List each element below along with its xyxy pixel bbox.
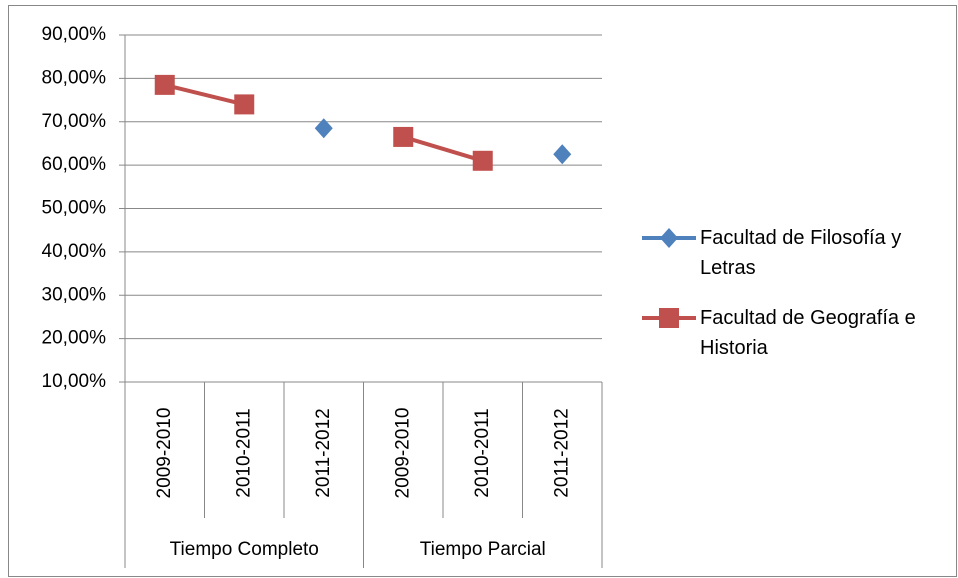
legend-item: Facultad de Geografía e Historia: [640, 303, 950, 363]
series-line: [164, 82, 245, 107]
y-tick-label: 50,00%: [42, 198, 107, 219]
x-tick-label: 2010-2011: [233, 408, 254, 497]
marker: [659, 308, 679, 328]
chart-border: [8, 5, 957, 577]
marker: [154, 74, 175, 95]
y-tick-label: 20,00%: [42, 328, 107, 349]
series-line: [402, 135, 484, 163]
x-tick-label: 2009-2010: [392, 408, 413, 499]
y-tick-label: 60,00%: [42, 154, 107, 175]
marker: [472, 150, 493, 171]
y-tick-label: 70,00%: [42, 111, 107, 132]
x-tick-label: 2011-2012: [551, 408, 572, 497]
marker: [553, 144, 572, 165]
marker: [660, 228, 678, 248]
y-tick-label: 40,00%: [42, 241, 107, 262]
marker: [234, 94, 255, 115]
legend-item: Facultad de Filosofía y Letras: [640, 223, 950, 283]
y-tick-label: 10,00%: [42, 371, 107, 392]
marker: [314, 118, 333, 139]
legend-label: Facultad de Geografía e Historia: [700, 307, 916, 359]
x-tick-label: 2009-2010: [154, 408, 175, 499]
legend-symbol: [642, 228, 696, 248]
group-label: Tiempo Parcial: [420, 539, 546, 560]
group-label: Tiempo Completo: [170, 539, 319, 560]
legend-label: Facultad de Filosofía y Letras: [700, 227, 902, 279]
y-tick-label: 30,00%: [42, 284, 107, 305]
x-tick-label: 2011-2012: [313, 408, 334, 497]
marker: [393, 126, 414, 147]
y-tick-label: 80,00%: [42, 67, 107, 88]
legend-symbol: [642, 308, 696, 328]
y-tick-label: 90,00%: [42, 24, 107, 45]
x-tick-label: 2010-2011: [472, 408, 493, 497]
